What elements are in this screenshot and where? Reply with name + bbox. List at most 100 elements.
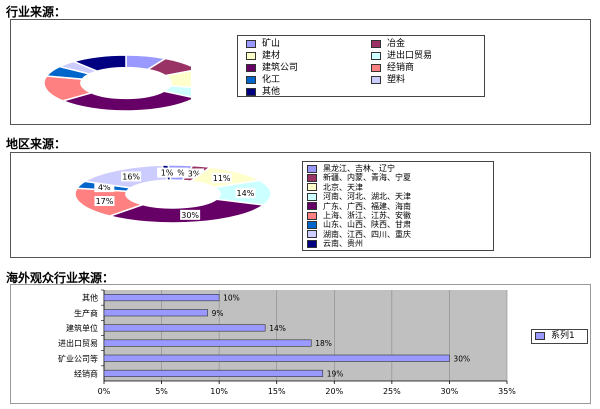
legend-label: 冶金 bbox=[387, 39, 406, 49]
slice-label-box bbox=[94, 196, 115, 207]
legend-label: 其他 bbox=[262, 87, 281, 97]
legend-item: 湖南、江西、四川、重庆 bbox=[307, 230, 411, 239]
category-label: 建筑单位 bbox=[66, 323, 98, 333]
slice-label-box bbox=[157, 167, 178, 178]
donut-slice bbox=[163, 70, 191, 88]
legend-item: 建材 bbox=[246, 51, 280, 61]
legend-item: 其他 bbox=[246, 87, 280, 97]
legend-swatch bbox=[371, 63, 381, 72]
bar bbox=[103, 324, 266, 332]
legend-label: 经销商 bbox=[387, 63, 415, 73]
industry-donut-chart bbox=[43, 54, 191, 112]
legend-label: 山东、山西、陕西、甘肃 bbox=[323, 220, 411, 230]
legend-item: 黑龙江、吉林、辽宁 bbox=[307, 164, 395, 173]
x-tick-label: 10% bbox=[210, 387, 228, 396]
legend-item: 建筑公司 bbox=[246, 63, 298, 73]
legend-swatch bbox=[307, 173, 317, 182]
legend-swatch bbox=[246, 87, 256, 96]
slice-label: 30% bbox=[181, 211, 199, 220]
legend-swatch bbox=[307, 211, 317, 220]
x-tick-label: 20% bbox=[325, 387, 343, 396]
region-heading: 地区来源： bbox=[6, 137, 67, 151]
legend-label: 广东、广西、福建、海南 bbox=[323, 201, 411, 211]
legend-item: 经销商 bbox=[371, 63, 414, 73]
legend-label: 湖南、江西、四川、重庆 bbox=[323, 229, 411, 239]
legend-item: 山东、山西、陕西、甘肃 bbox=[307, 220, 411, 229]
category-label: 其他 bbox=[82, 293, 98, 303]
legend-swatch bbox=[246, 39, 256, 48]
region-chart-panel: 4% 3% 11% 14% 30% 17% 4% 16% 1% 黑龙江、吉林、辽宁 新疆、内蒙、青… bbox=[10, 152, 591, 258]
legend-swatch bbox=[307, 239, 317, 248]
slice-label-box bbox=[211, 173, 232, 184]
legend-item: 上海、浙江、江苏、安徽 bbox=[307, 211, 411, 220]
industry-heading: 行业来源： bbox=[6, 5, 67, 19]
legend-swatch bbox=[246, 75, 256, 84]
bar-value-label: 9% bbox=[212, 309, 224, 318]
slice-label-box bbox=[235, 187, 256, 198]
legend-label: 新疆、内蒙、青海、宁夏 bbox=[323, 173, 411, 183]
slice-label-box bbox=[121, 171, 142, 182]
legend-item: 河南、河北、湖北、天津 bbox=[307, 192, 411, 201]
slice-label: 11% bbox=[213, 174, 231, 183]
slice-label: 4% bbox=[172, 169, 185, 178]
category-label: 矿业公司等 bbox=[58, 353, 98, 363]
overseas-legend: 系列1 bbox=[531, 329, 588, 344]
legend-label: 建筑公司 bbox=[262, 63, 299, 73]
category-label: 进出口贸易 bbox=[58, 338, 98, 348]
legend-swatch bbox=[307, 192, 317, 201]
industry-chart-panel: 矿山 冶金 建材 进出口贸易 建筑公司 经销商 化工 塑料 其他 bbox=[10, 19, 591, 125]
overseas-chart-panel: 0% 5% 10% 15% 20% 25% 30% 35% 10% 其他 9% 生产商 14% 建筑单位 1… bbox=[10, 284, 591, 404]
legend-label: 系列1 bbox=[551, 331, 575, 341]
bar-value-label: 18% bbox=[315, 339, 332, 348]
donut-slice bbox=[145, 57, 191, 77]
legend-swatch bbox=[307, 164, 317, 173]
bar-value-label: 30% bbox=[453, 354, 470, 363]
x-tick-label: 35% bbox=[498, 387, 516, 396]
donut-slice bbox=[60, 90, 191, 112]
legend-swatch bbox=[535, 331, 545, 340]
category-label: 经销商 bbox=[74, 368, 98, 378]
category-label: 生产商 bbox=[74, 308, 98, 318]
bar-value-label: 19% bbox=[327, 369, 344, 378]
x-tick-label: 15% bbox=[268, 387, 286, 396]
legend-label: 化工 bbox=[262, 75, 281, 85]
overseas-heading: 海外观众行业来源： bbox=[6, 271, 115, 285]
legend-item: 云南、贵州 bbox=[307, 239, 363, 248]
legend-label: 建材 bbox=[262, 51, 281, 61]
slice-label: 3% bbox=[188, 169, 201, 178]
slice-label: 1% bbox=[161, 169, 174, 178]
slice-label-box bbox=[180, 209, 201, 220]
bar-value-label: 10% bbox=[223, 294, 240, 303]
bar bbox=[103, 369, 324, 377]
bar bbox=[103, 294, 220, 302]
bar bbox=[103, 339, 312, 347]
legend-swatch bbox=[246, 63, 256, 72]
legend-swatch bbox=[371, 75, 381, 84]
slice-label: 17% bbox=[96, 197, 114, 206]
donut-slice bbox=[71, 54, 127, 72]
legend-swatch bbox=[307, 202, 317, 211]
slice-label-box bbox=[168, 167, 189, 178]
bar bbox=[103, 309, 208, 317]
legend-swatch bbox=[307, 230, 317, 239]
legend-swatch bbox=[307, 220, 317, 229]
legend-label: 黑龙江、吉林、辽宁 bbox=[323, 164, 395, 173]
region-legend: 黑龙江、吉林、辽宁 新疆、内蒙、青海、宁夏 北京、天津 河南、河北、湖北、天津 广东、广… bbox=[302, 161, 494, 251]
slice-label: 4% bbox=[98, 183, 111, 192]
legend-swatch bbox=[371, 51, 381, 60]
x-tick-label: 0% bbox=[98, 387, 111, 396]
legend-item: 冶金 bbox=[371, 39, 405, 49]
legend-label: 矿山 bbox=[262, 39, 281, 49]
plot-area bbox=[104, 290, 507, 381]
legend-item: 塑料 bbox=[371, 75, 405, 85]
bar bbox=[103, 354, 450, 362]
x-tick-label: 25% bbox=[383, 387, 401, 396]
legend-item: 化工 bbox=[246, 75, 280, 85]
x-tick-label: 5% bbox=[155, 387, 168, 396]
overseas-bar-chart: 0% 5% 10% 15% 20% 25% 30% 35% 10% 其他 9% 生产商 14% 建筑单位 1… bbox=[58, 289, 516, 396]
legend-swatch bbox=[371, 39, 381, 48]
legend-label: 北京、天津 bbox=[323, 182, 363, 192]
x-tick-label: 30% bbox=[441, 387, 459, 396]
legend-item: 矿山 bbox=[246, 39, 280, 49]
slice-label: 16% bbox=[122, 172, 140, 181]
